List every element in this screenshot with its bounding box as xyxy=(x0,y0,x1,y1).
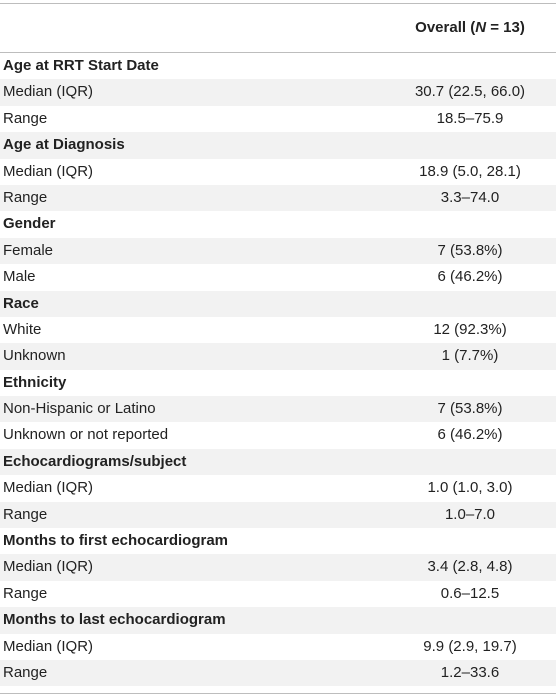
row-label: Median (IQR) xyxy=(3,479,94,497)
overall-header-n: N xyxy=(475,19,487,36)
table-row: Male 6 (46.2%) xyxy=(0,264,556,290)
overall-value-cell: 18.5–75.9 xyxy=(436,109,504,127)
table-row: Range 3.3–74.0 xyxy=(0,184,556,212)
table-row: Unknown or not reported 6 (46.2%) xyxy=(0,422,556,448)
overall-value-cell: 18.9 (5.0, 28.1) xyxy=(419,162,521,180)
section-label: Age at Diagnosis xyxy=(3,136,125,154)
table-row: White 12 (92.3%) xyxy=(0,317,556,343)
row-label: Range xyxy=(3,109,48,127)
row-label: Range xyxy=(3,584,48,602)
table-row: Female 7 (53.8%) xyxy=(0,237,556,265)
row-label: Unknown or not reported xyxy=(3,426,169,444)
overall-value-cell: 7 (53.8%) xyxy=(437,241,503,259)
overall-value-cell: 1.0 (1.0, 3.0) xyxy=(427,479,513,497)
overall-value-cell: 7 (53.8%) xyxy=(437,400,503,418)
table-row: Median (IQR) 30.7 (22.5, 66.0) xyxy=(0,79,556,106)
table-row: Median (IQR) 3.4 (2.8, 4.8) xyxy=(0,554,556,581)
table-row: Range 1.2–33.6 xyxy=(0,659,556,687)
overall-header-suffix: = 13) xyxy=(486,19,525,36)
row-label: Median (IQR) xyxy=(3,558,94,576)
row-label: Non-Hispanic or Latino xyxy=(3,400,156,418)
row-label: Unknown xyxy=(3,347,66,365)
row-label: Female xyxy=(3,241,54,259)
section-header-row: Race xyxy=(0,290,556,317)
overall-value-cell: 1.0–7.0 xyxy=(444,505,496,523)
row-label: Range xyxy=(3,188,48,206)
overall-value-cell: 12 (92.3%) xyxy=(433,320,507,338)
section-label: Race xyxy=(3,294,39,312)
overall-column-header: Overall (N = 13) xyxy=(390,19,550,36)
overall-header-prefix: Overall ( xyxy=(415,19,476,36)
row-label: Range xyxy=(3,505,48,523)
section-label: Ethnicity xyxy=(3,373,67,391)
section-header-row: Age at RRT Start Date xyxy=(0,53,556,79)
section-header-row: Ethnicity xyxy=(0,370,556,396)
table-top-rule xyxy=(0,3,556,4)
overall-value-cell: 3.4 (2.8, 4.8) xyxy=(427,558,513,576)
section-header-row: Months to first echocardiogram xyxy=(0,528,556,554)
overall-value-cell: 30.7 (22.5, 66.0) xyxy=(414,83,526,101)
table-row: Median (IQR) 9.9 (2.9, 19.7) xyxy=(0,634,556,660)
table-body: Age at RRT Start Date Median (IQR) 30.7 (2… xyxy=(0,53,556,687)
row-label: Male xyxy=(3,268,36,286)
row-label: Median (IQR) xyxy=(3,83,94,101)
table-header-row: Overall (N = 13) xyxy=(0,4,556,52)
table-row: Non-Hispanic or Latino 7 (53.8%) xyxy=(0,396,556,423)
overall-value-cell: 6 (46.2%) xyxy=(437,268,503,286)
section-label: Months to first echocardiogram xyxy=(3,532,229,550)
table-row: Median (IQR) 1.0 (1.0, 3.0) xyxy=(0,475,556,501)
table-row: Median (IQR) 18.9 (5.0, 28.1) xyxy=(0,159,556,185)
table-bottom-rule xyxy=(0,693,556,694)
section-header-row: Months to last echocardiogram xyxy=(0,607,556,634)
section-label: Gender xyxy=(3,215,56,233)
table-row: Unknown 1 (7.7%) xyxy=(0,343,556,370)
overall-value-cell: 1.2–33.6 xyxy=(440,663,500,681)
section-header-row: Age at Diagnosis xyxy=(0,132,556,159)
row-label: Median (IQR) xyxy=(3,162,94,180)
overall-value-cell: 1 (7.7%) xyxy=(441,347,499,365)
table-row: Range 18.5–75.9 xyxy=(0,106,556,132)
overall-value-cell: 3.3–74.0 xyxy=(440,188,500,206)
section-label: Echocardiograms/subject xyxy=(3,452,187,470)
overall-value-cell: 9.9 (2.9, 19.7) xyxy=(423,637,517,655)
overall-value-cell: 0.6–12.5 xyxy=(440,584,500,602)
row-label: Range xyxy=(3,663,48,681)
overall-value-cell: 6 (46.2%) xyxy=(437,426,503,444)
section-label: Months to last echocardiogram xyxy=(3,611,226,629)
row-label: Median (IQR) xyxy=(3,637,94,655)
section-label: Age at RRT Start Date xyxy=(3,57,159,74)
table-header-rule xyxy=(0,52,556,53)
table-row: Range 1.0–7.0 xyxy=(0,501,556,529)
row-label: White xyxy=(3,320,42,338)
section-header-row: Echocardiograms/subject xyxy=(0,448,556,476)
section-header-row: Gender xyxy=(0,211,556,237)
table-row: Range 0.6–12.5 xyxy=(0,581,556,607)
